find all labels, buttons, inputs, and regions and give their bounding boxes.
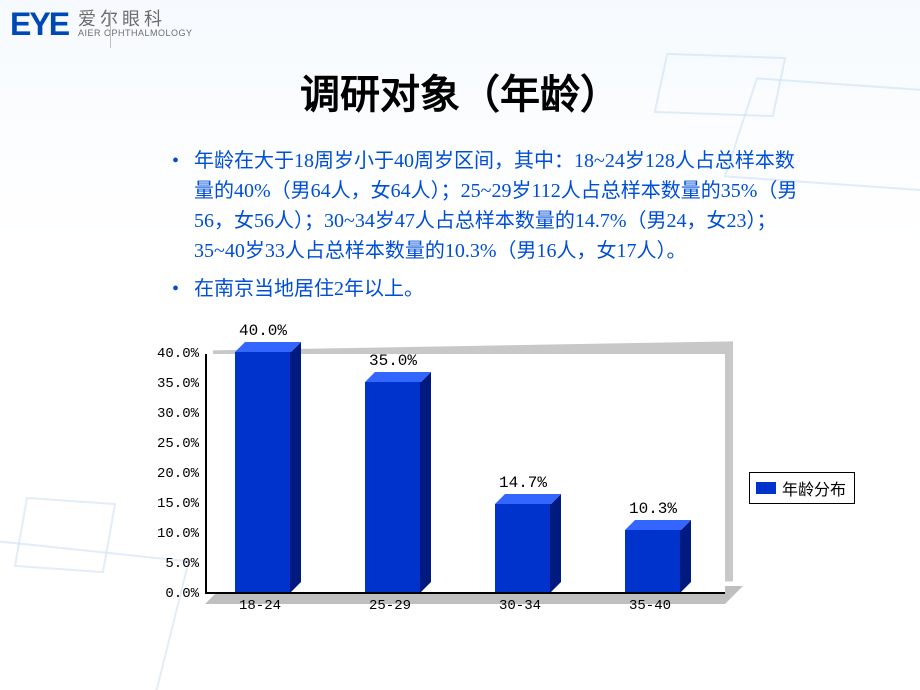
y-tick-label: 0.0%	[165, 586, 199, 602]
bar-value-label: 14.7%	[463, 474, 583, 492]
plot-area: 40.0%18-2435.0%25-2914.7%30-3410.3%35-40	[205, 340, 735, 600]
legend-swatch	[756, 482, 776, 494]
x-tick-label: 25-29	[369, 598, 411, 614]
bullet-list: 年龄在大于18周岁小于40周岁区间，其中：18~24岁128人占总样本数量的40…	[168, 146, 808, 304]
bullet-item: 在南京当地居住2年以上。	[168, 274, 808, 304]
chart-plot: 40.0%18-2435.0%25-2914.7%30-3410.3%35-40	[205, 354, 725, 594]
y-tick-label: 20.0%	[157, 466, 199, 482]
y-tick-label: 25.0%	[157, 436, 199, 452]
bar-value-label: 35.0%	[333, 352, 453, 370]
y-tick-label: 35.0%	[157, 376, 199, 392]
page-title: 调研对象（年龄）	[0, 62, 920, 120]
y-tick-label: 5.0%	[165, 556, 199, 572]
decor-shape	[14, 497, 116, 573]
x-tick-label: 30-34	[499, 598, 541, 614]
y-axis: 0.0% 5.0% 10.0% 15.0% 20.0% 25.0% 30.0% 35.0% 40…	[135, 340, 205, 630]
bar	[625, 530, 691, 592]
logo: EYE 爱尔眼科 AIER OPHTHALMOLOGY	[10, 6, 193, 43]
bar	[365, 382, 431, 592]
logo-en: AIER OPHTHALMOLOGY	[78, 29, 193, 38]
bar	[495, 504, 561, 592]
bar-value-label: 40.0%	[203, 322, 323, 340]
logo-divider	[110, 10, 111, 48]
bullet-item: 年龄在大于18周岁小于40周岁区间，其中：18~24岁128人占总样本数量的40…	[168, 146, 808, 266]
y-tick-label: 30.0%	[157, 406, 199, 422]
x-tick-label: 35-40	[629, 598, 671, 614]
logo-cn: 爱尔眼科	[78, 10, 193, 29]
y-tick-label: 10.0%	[157, 526, 199, 542]
logo-mark: EYE	[10, 6, 68, 43]
legend-label: 年龄分布	[782, 476, 846, 500]
x-tick-label: 18-24	[239, 598, 281, 614]
bar	[235, 352, 301, 592]
bar-value-label: 10.3%	[593, 500, 713, 518]
y-tick-label: 15.0%	[157, 496, 199, 512]
age-chart: 0.0%5.0%10.0%15.0%20.0%25.0%30.0%35.0%40…	[135, 340, 855, 630]
chart-legend: 年龄分布	[749, 472, 855, 504]
y-tick-label: 40.0%	[157, 346, 199, 362]
